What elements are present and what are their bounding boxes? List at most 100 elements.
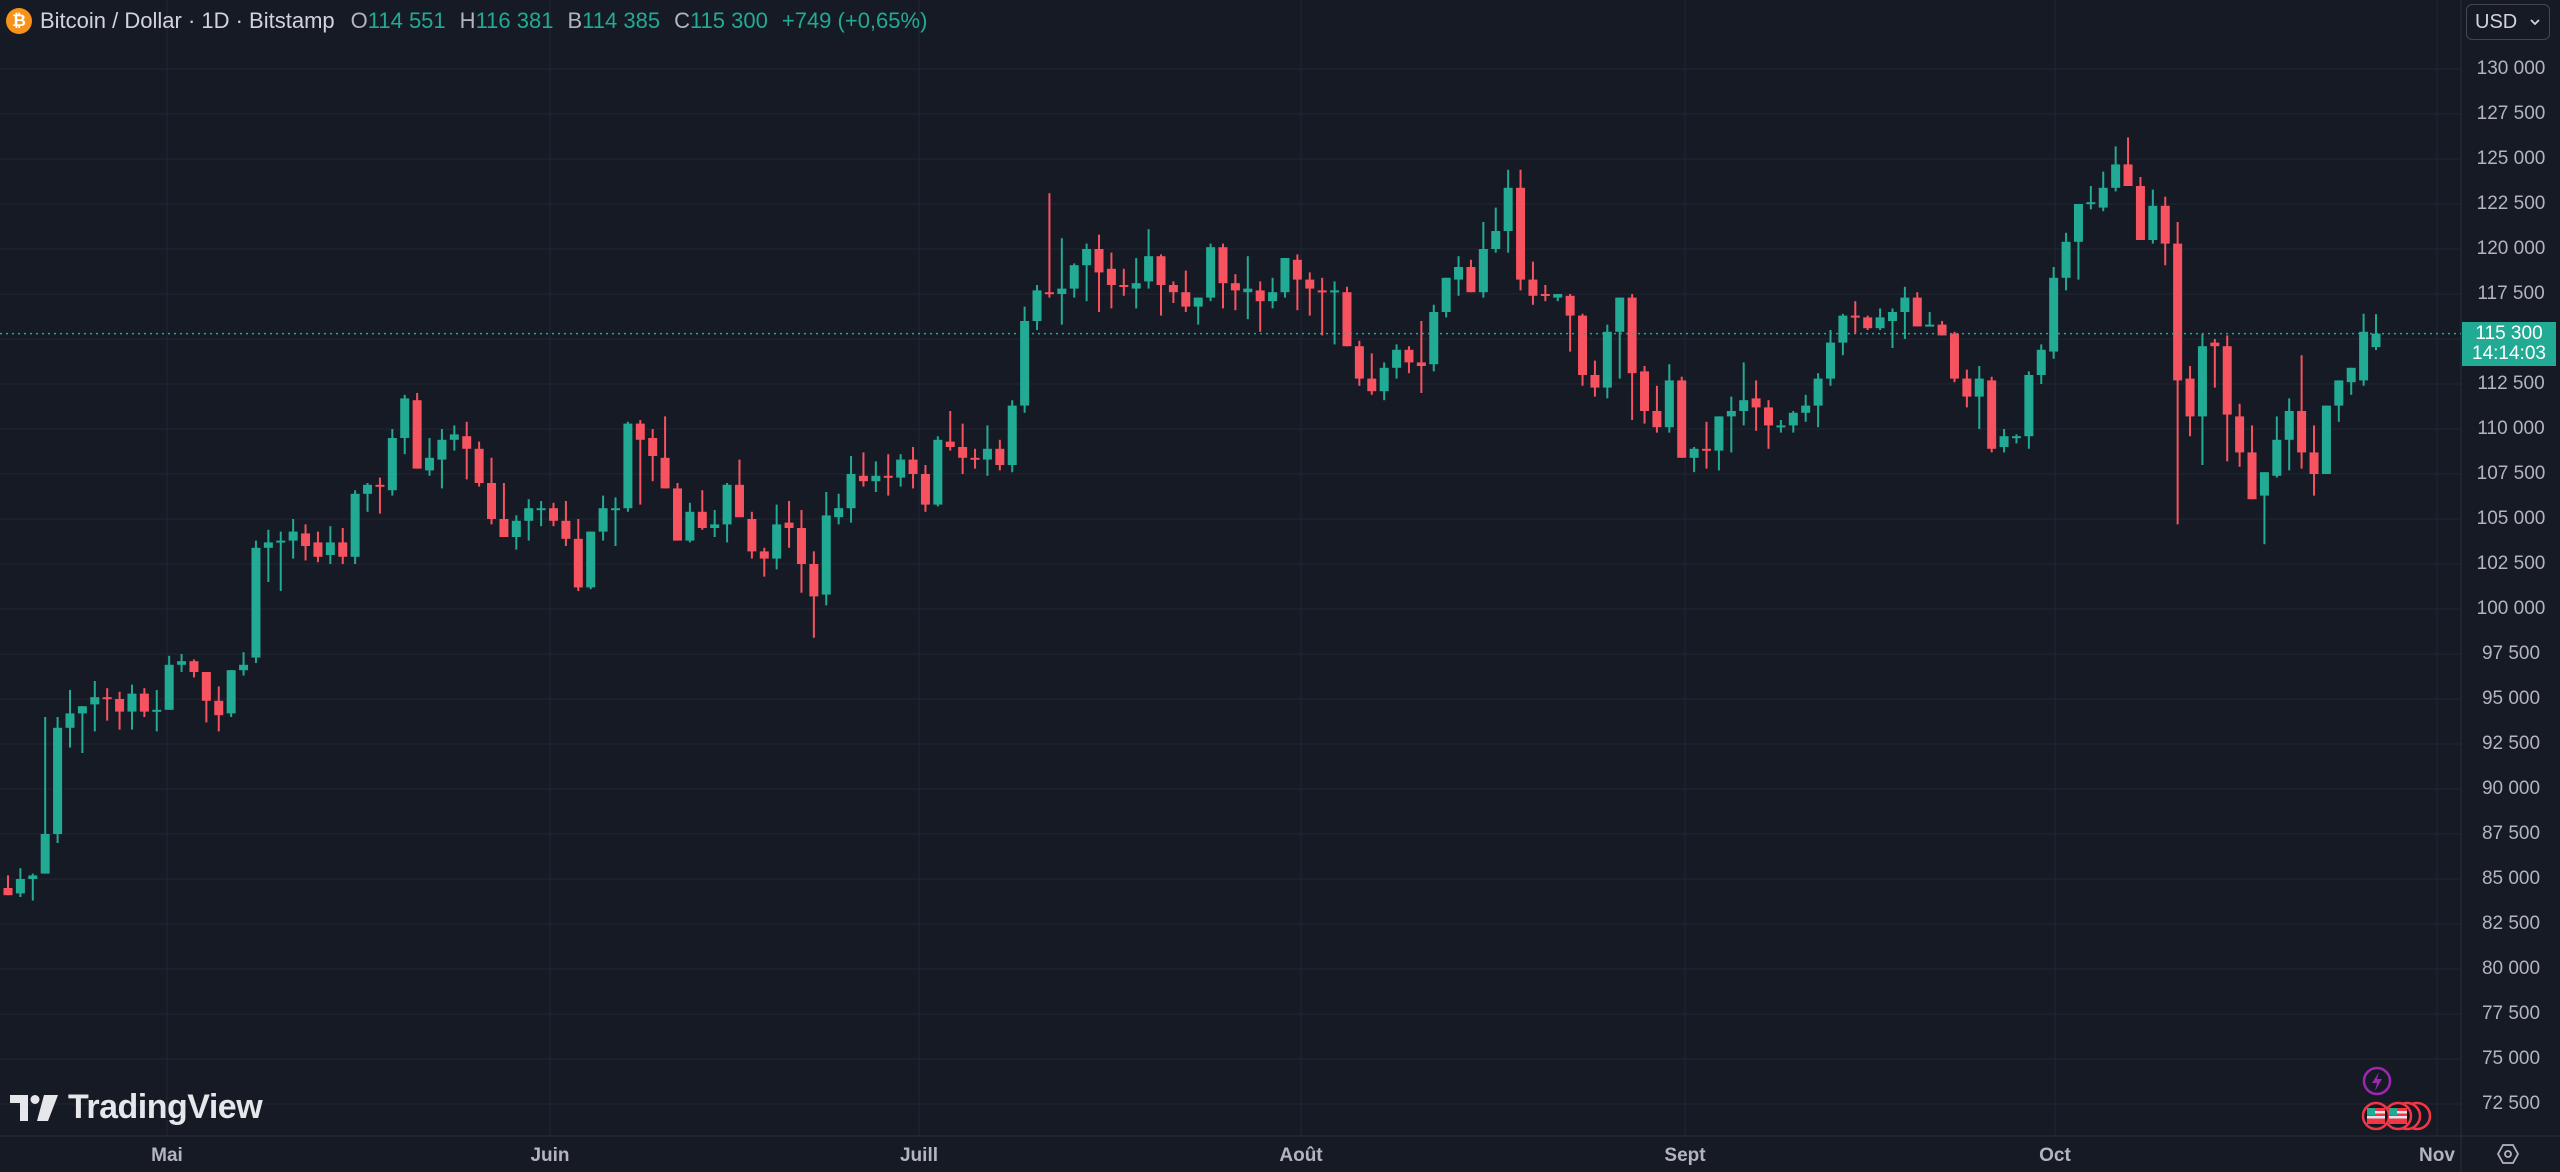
candle bbox=[1069, 265, 1079, 289]
candle bbox=[1925, 324, 1935, 327]
candle bbox=[1813, 378, 1823, 406]
candle bbox=[734, 484, 744, 518]
candle bbox=[1354, 346, 1364, 379]
candle bbox=[586, 531, 596, 588]
candle bbox=[77, 706, 87, 714]
price-axis-label: 127 500 bbox=[2476, 103, 2546, 124]
currency-value: USD bbox=[2475, 10, 2518, 33]
candle bbox=[115, 699, 125, 712]
candle bbox=[1218, 247, 1228, 284]
currency-select[interactable]: USD bbox=[2466, 4, 2550, 40]
candle bbox=[139, 693, 149, 712]
candle bbox=[2049, 277, 2059, 352]
chart-settings-button[interactable] bbox=[2488, 1140, 2528, 1168]
candle bbox=[1119, 285, 1129, 287]
candle bbox=[1007, 405, 1017, 465]
price-axis-label: 92 500 bbox=[2481, 733, 2541, 754]
candle bbox=[2247, 452, 2257, 500]
last-price-badge: 115 300 14:14:03 bbox=[2462, 322, 2556, 366]
candle bbox=[1528, 279, 1538, 296]
candle bbox=[1764, 407, 1774, 426]
candle bbox=[920, 474, 930, 505]
candle bbox=[1416, 362, 1426, 366]
tradingview-logo-text: TradingView bbox=[68, 1088, 263, 1126]
price-axis-label: 107 500 bbox=[2476, 463, 2546, 484]
candle bbox=[276, 540, 286, 543]
candle bbox=[1863, 317, 1873, 329]
candle bbox=[1292, 259, 1302, 280]
candle bbox=[549, 508, 559, 521]
price-axis-label: 122 500 bbox=[2476, 193, 2546, 214]
candle bbox=[2011, 436, 2021, 439]
candle bbox=[102, 697, 112, 700]
candle bbox=[226, 670, 236, 714]
candle bbox=[2148, 205, 2158, 240]
candle bbox=[2346, 367, 2356, 383]
candle bbox=[1578, 315, 1588, 375]
candle bbox=[164, 664, 174, 710]
candle bbox=[1243, 288, 1253, 293]
candle bbox=[65, 713, 75, 728]
candle bbox=[1404, 349, 1414, 363]
candle bbox=[1912, 297, 1922, 327]
candle bbox=[573, 538, 583, 588]
candle bbox=[1949, 333, 1959, 379]
candle bbox=[536, 508, 546, 511]
candle bbox=[214, 700, 224, 716]
candle bbox=[177, 661, 187, 665]
candle bbox=[1268, 292, 1278, 302]
time-axis-label: Nov bbox=[2419, 1145, 2455, 1166]
symbol-title[interactable]: Bitcoin / Dollar · 1D · Bitstamp bbox=[40, 8, 335, 33]
candle bbox=[2371, 333, 2381, 348]
price-axis-label: 117 500 bbox=[2477, 283, 2545, 304]
candles bbox=[3, 137, 2381, 901]
chevron-down-icon bbox=[2530, 19, 2540, 26]
countdown-timer: 14:14:03 bbox=[2472, 343, 2546, 364]
candle bbox=[53, 727, 63, 834]
candle bbox=[1664, 380, 1674, 428]
candle bbox=[511, 520, 521, 537]
chart-grid bbox=[0, 0, 2461, 1136]
candle bbox=[412, 400, 422, 469]
candle bbox=[2297, 411, 2307, 453]
candle bbox=[772, 524, 782, 559]
candle bbox=[2272, 439, 2282, 476]
candle bbox=[251, 547, 261, 658]
event-markers[interactable] bbox=[2360, 1066, 2460, 1143]
price-axis-label: 77 500 bbox=[2481, 1003, 2541, 1024]
tradingview-logo[interactable]: TradingView bbox=[10, 1088, 263, 1127]
time-axis-label: Juin bbox=[530, 1145, 570, 1166]
candle bbox=[672, 488, 682, 541]
lightning-icon bbox=[2362, 1066, 2392, 1096]
candle bbox=[834, 508, 844, 518]
time-axis-label: Juill bbox=[899, 1145, 939, 1166]
candle bbox=[1379, 367, 1389, 392]
price-axis-label: 105 000 bbox=[2476, 508, 2546, 529]
candle bbox=[660, 457, 670, 489]
candle bbox=[871, 475, 881, 482]
candle bbox=[809, 564, 819, 597]
candle bbox=[1776, 425, 1786, 428]
candle bbox=[1305, 279, 1315, 289]
price-axis-label: 90 000 bbox=[2481, 778, 2541, 799]
candle bbox=[1429, 312, 1439, 365]
price-axis-label: 87 500 bbox=[2481, 823, 2541, 844]
candle bbox=[796, 528, 806, 564]
candle bbox=[2259, 472, 2269, 496]
price-axis-label: 102 500 bbox=[2476, 553, 2546, 574]
candle bbox=[437, 439, 447, 460]
price-axis-label: 100 000 bbox=[2476, 598, 2546, 619]
candle bbox=[970, 457, 980, 460]
candle bbox=[1937, 324, 1947, 336]
symbol-legend: ₿ Bitcoin / Dollar · 1D · Bitstamp O114 … bbox=[6, 8, 927, 34]
candle bbox=[301, 533, 311, 546]
candle bbox=[350, 493, 360, 557]
candle bbox=[1454, 267, 1464, 280]
candle bbox=[1491, 231, 1501, 249]
candle bbox=[1144, 256, 1154, 282]
candle bbox=[425, 457, 435, 471]
candle bbox=[90, 697, 100, 705]
candle bbox=[2135, 186, 2145, 240]
candle bbox=[2235, 416, 2245, 453]
